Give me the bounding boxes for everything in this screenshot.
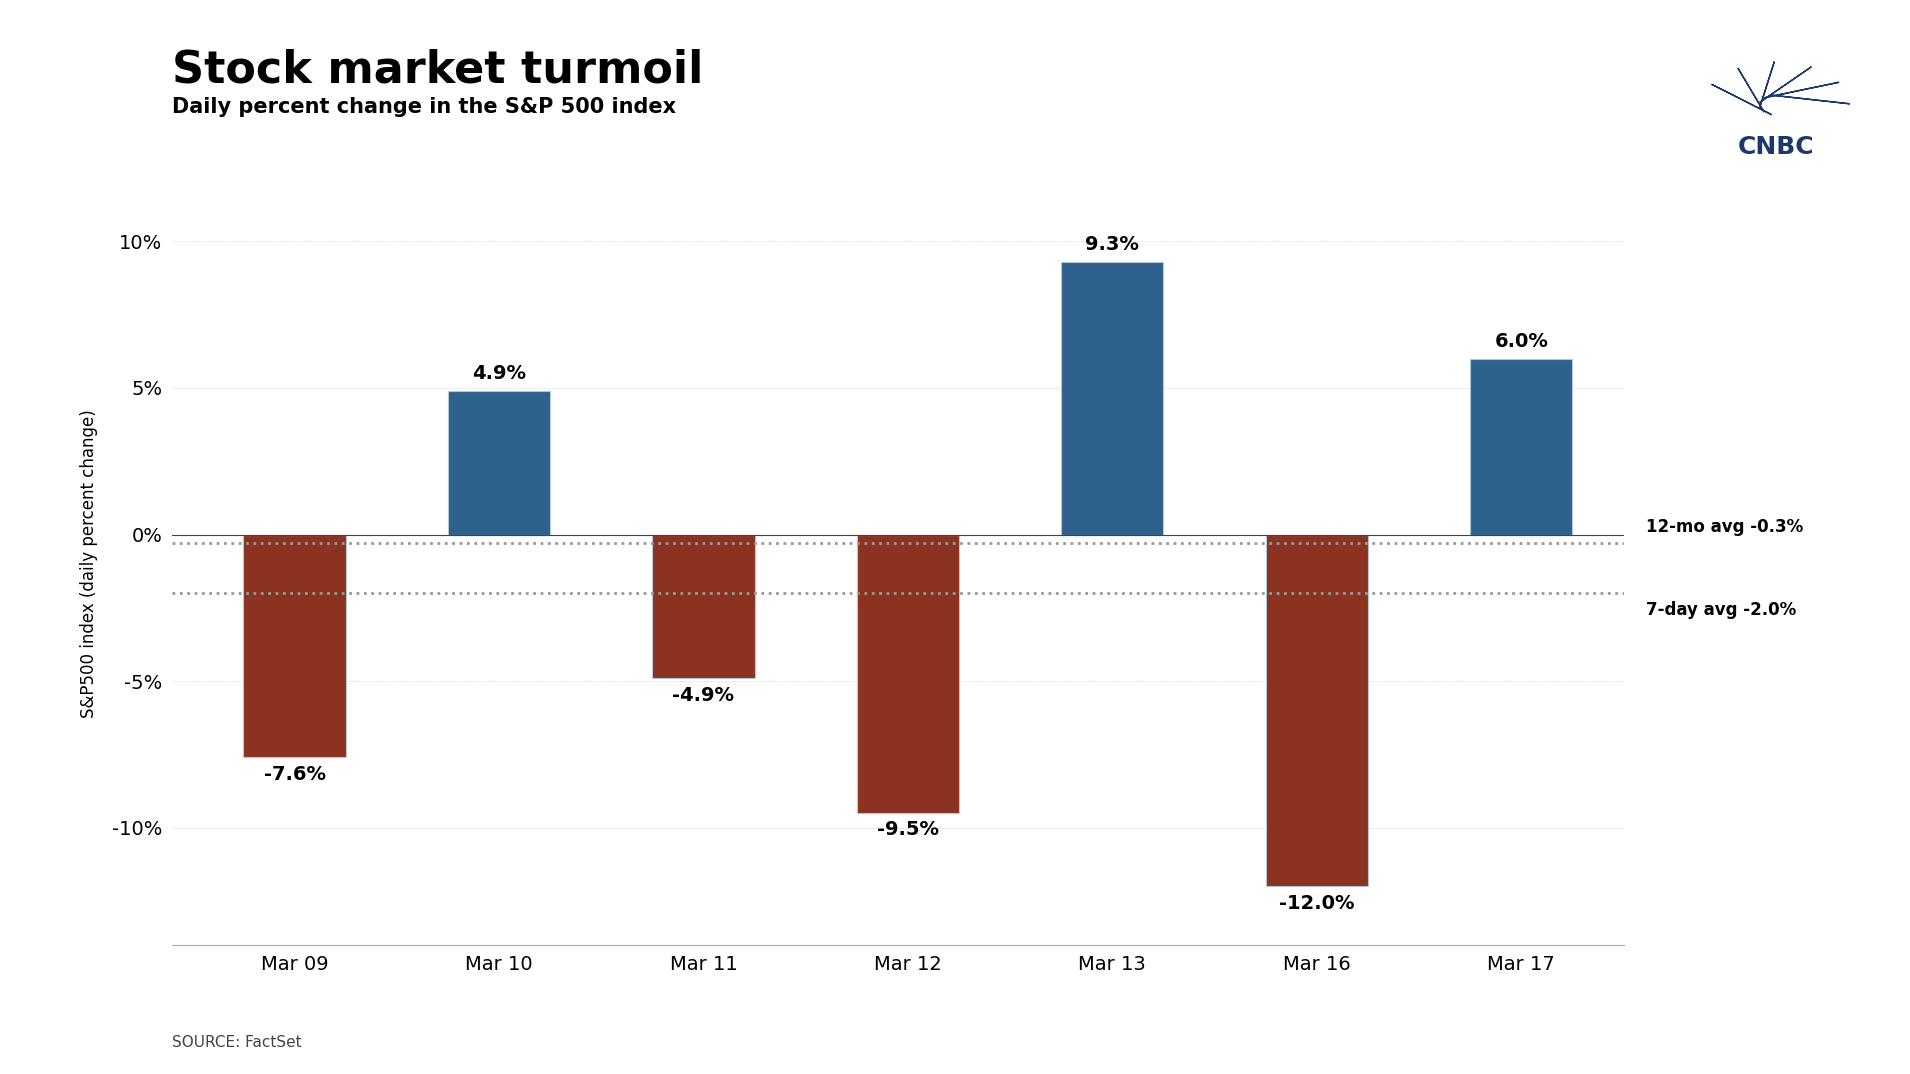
Y-axis label: S&P500 index (daily percent change): S&P500 index (daily percent change) <box>80 409 97 719</box>
Polygon shape <box>1759 61 1774 107</box>
Polygon shape <box>1765 83 1839 98</box>
Text: 9.3%: 9.3% <box>1085 235 1138 255</box>
Text: Stock market turmoil: Stock market turmoil <box>172 48 703 91</box>
Text: Dashboard 1: Dashboard 1 <box>10 15 80 25</box>
Text: CNBC: CNBC <box>1738 135 1814 159</box>
Polygon shape <box>1738 68 1765 112</box>
Text: 7-day avg -2.0%: 7-day avg -2.0% <box>1646 600 1797 619</box>
Bar <box>449 391 550 535</box>
Polygon shape <box>1711 84 1772 115</box>
Bar <box>1062 262 1163 535</box>
Text: 6.0%: 6.0% <box>1494 332 1549 351</box>
Bar <box>858 535 959 813</box>
Text: 12-mo avg -0.3%: 12-mo avg -0.3% <box>1646 518 1803 536</box>
Text: 4.9%: 4.9% <box>472 364 525 383</box>
Polygon shape <box>1759 67 1811 102</box>
Circle shape <box>1765 98 1788 113</box>
Bar <box>243 535 346 757</box>
Bar <box>653 535 754 679</box>
Polygon shape <box>1772 96 1851 104</box>
Text: -12.0%: -12.0% <box>1280 894 1354 913</box>
Text: -4.9%: -4.9% <box>672 685 735 705</box>
Text: -9.5%: -9.5% <box>877 821 940 840</box>
Bar <box>1471 359 1572 535</box>
Bar <box>1266 535 1368 886</box>
Text: SOURCE: FactSet: SOURCE: FactSet <box>172 1035 302 1050</box>
Text: -7.6%: -7.6% <box>264 765 325 784</box>
Text: Daily percent change in the S&P 500 index: Daily percent change in the S&P 500 inde… <box>172 97 676 117</box>
